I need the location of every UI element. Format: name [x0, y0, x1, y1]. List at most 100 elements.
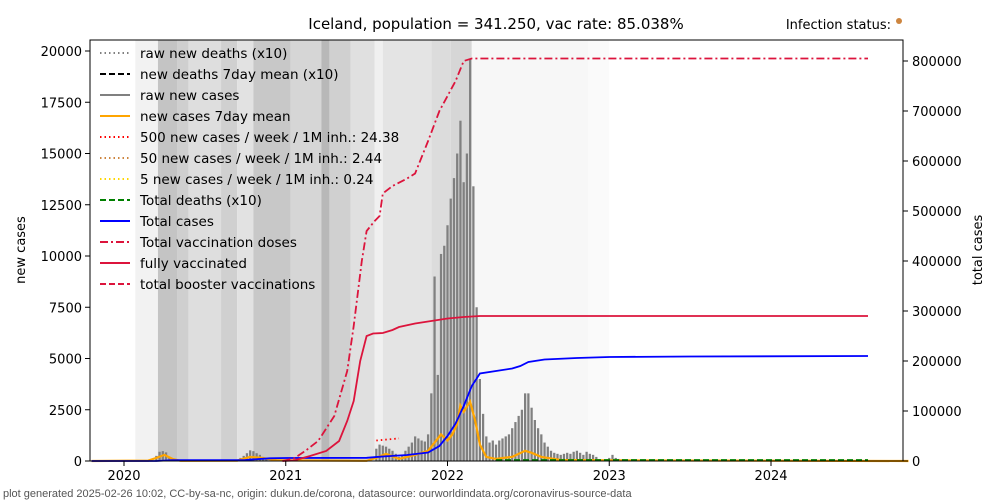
y-right-tick-label: 700000	[912, 105, 962, 120]
infection-status-dot	[896, 18, 902, 24]
status-band	[382, 40, 432, 461]
new-cases-bar	[375, 448, 378, 461]
x-axis: 2020 2021 2022 2023 2024	[107, 461, 788, 484]
new-cases-bar	[611, 454, 614, 461]
legend-label: Total vaccination doses	[139, 235, 297, 251]
new-cases-bar	[559, 454, 562, 461]
y-right-tick-label: 600000	[912, 155, 962, 170]
new-cases-bar	[507, 434, 511, 461]
status-band	[135, 40, 158, 461]
new-cases-bar	[543, 442, 546, 461]
y-right-tick-label: 200000	[912, 355, 962, 370]
x-tick-label: 2021	[269, 469, 302, 484]
new-cases-bar	[540, 434, 543, 461]
legend-item: fully vaccinated	[100, 256, 247, 272]
status-band	[588, 40, 610, 461]
new-cases-bar	[498, 440, 501, 461]
new-cases-bar	[417, 438, 420, 461]
series-line-fully-vaccinated	[282, 315, 868, 462]
new-cases-bar	[249, 450, 252, 461]
legend: raw new deaths (x10) new deaths 7day mean…	[100, 46, 399, 293]
legend-label: Total deaths (x10)	[139, 193, 262, 209]
new-cases-bar	[378, 444, 381, 461]
x-tick-label: 2024	[754, 469, 787, 484]
new-cases-bar	[430, 393, 433, 461]
new-cases-bar	[381, 445, 384, 461]
new-cases-bar	[449, 198, 452, 461]
new-cases-bar	[566, 452, 569, 461]
y-left-tick-label: 5000	[49, 353, 82, 368]
new-cases-bar	[488, 442, 491, 461]
new-cases-bar	[527, 393, 530, 461]
new-cases-bar	[536, 428, 540, 461]
new-cases-bar	[420, 440, 423, 461]
legend-label: fully vaccinated	[140, 256, 247, 272]
background-bands	[90, 40, 903, 461]
legend-label: 50 new cases / week / 1M inh.: 2.44	[140, 151, 382, 167]
legend-label: 500 new cases / week / 1M inh.: 24.38	[140, 130, 399, 146]
new-cases-bar	[469, 59, 472, 461]
status-band	[471, 40, 589, 461]
legend-item: 50 new cases / week / 1M inh.: 2.44	[100, 151, 382, 167]
new-cases-bar	[265, 458, 268, 461]
new-cases-bar	[443, 245, 446, 461]
new-cases-bar	[410, 442, 414, 461]
new-cases-bar	[439, 253, 443, 461]
new-cases-bar	[504, 436, 507, 461]
new-cases-bar	[575, 450, 579, 461]
y-right-tick-label: 300000	[912, 305, 962, 320]
status-band	[374, 40, 383, 461]
legend-label: new cases 7day mean	[140, 109, 291, 125]
new-cases-bar	[433, 276, 436, 461]
new-cases-bar	[462, 182, 465, 461]
new-cases-bar	[588, 453, 591, 461]
new-cases-bar	[569, 453, 572, 461]
new-cases-bar	[452, 178, 456, 461]
y-right-tick-label: 800000	[912, 55, 962, 70]
y-left-tick-label: 2500	[49, 404, 82, 419]
new-cases-bar	[414, 436, 417, 461]
status-band	[431, 40, 451, 461]
new-cases-bar	[465, 153, 469, 461]
legend-label: Total cases	[139, 214, 214, 230]
new-cases-bar	[582, 454, 585, 461]
new-cases-bar	[481, 413, 485, 461]
status-band	[221, 40, 238, 461]
status-band	[177, 40, 189, 461]
infection-status-label: Infection status:	[786, 18, 891, 33]
y-left-tick-label: 20000	[41, 45, 82, 60]
new-cases-bar	[591, 454, 595, 461]
legend-item: 5 new cases / week / 1M inh.: 0.24	[100, 172, 373, 188]
new-cases-bar	[459, 120, 462, 461]
legend-item: raw new cases	[100, 88, 239, 104]
new-cases-bar	[549, 450, 553, 461]
new-cases-bar	[533, 420, 536, 461]
new-cases-bar	[475, 307, 478, 461]
series-line-total-vaccination-doses	[282, 57, 868, 462]
new-cases-bar	[436, 374, 439, 461]
new-cases-bar	[168, 456, 171, 461]
legend-item: 500 new cases / week / 1M inh.: 24.38	[100, 130, 399, 146]
legend-label: total booster vaccinations	[140, 277, 315, 293]
new-cases-bar	[585, 451, 588, 461]
plot-frame	[89, 39, 904, 462]
series-line-500-new-cases-week-1m-inh	[376, 437, 400, 442]
legend-label: raw new cases	[140, 88, 239, 104]
legend-item: new deaths 7day mean (x10)	[100, 67, 339, 83]
y-left-tick-label: 15000	[41, 148, 82, 163]
legend-item: Total cases	[100, 214, 214, 230]
new-cases-bar	[553, 452, 556, 461]
new-cases-bar	[530, 407, 533, 461]
footer-credit: plot generated 2025-02-26 10:02, CC-by-s…	[3, 488, 632, 500]
new-cases-bar	[407, 446, 410, 461]
x-tick-label: 2022	[431, 469, 464, 484]
legend-label: 5 new cases / week / 1M inh.: 0.24	[140, 172, 373, 188]
new-cases-bar	[556, 453, 559, 461]
new-cases-bar	[524, 393, 527, 461]
new-cases-bar	[511, 428, 514, 461]
new-cases-bar	[546, 446, 549, 461]
chart-title: Iceland, population = 341.250, vac rate:…	[308, 15, 683, 33]
new-cases-bar	[494, 444, 498, 461]
y-left-tick-label: 12500	[41, 199, 82, 214]
